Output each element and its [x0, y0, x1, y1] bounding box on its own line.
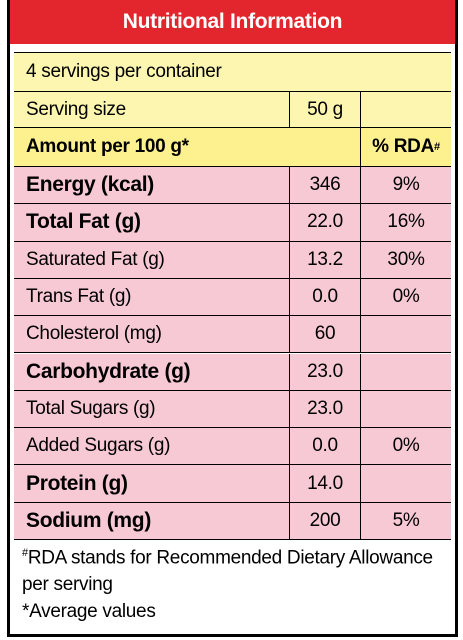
header-text: % RDA — [372, 136, 434, 157]
cell: 4 servings per container — [26, 61, 222, 82]
cell: 0.0 — [290, 428, 361, 465]
cell: Trans Fat (g) — [14, 278, 290, 316]
nutrition-label: Nutritional Information 4 servings per c… — [7, 0, 458, 637]
row: Added Sugars (g) 0.0 0% — [14, 428, 451, 466]
title: Nutritional Information — [10, 0, 455, 44]
cell: 23.0 — [290, 353, 361, 390]
cell: Total Sugars (g) — [14, 390, 290, 428]
cell: 14.0 — [290, 465, 361, 502]
cell: Added Sugars (g) — [14, 428, 290, 465]
row: Total Sugars (g) 23.0 — [14, 390, 451, 429]
cell: Sodium (mg) — [14, 502, 290, 539]
cell — [361, 391, 451, 427]
row: Amount per 100 g*% RDA # — [14, 128, 451, 167]
footnote: *Average values — [22, 598, 447, 625]
cell: Protein (g) — [14, 465, 290, 502]
cell: 0.0 — [290, 278, 361, 316]
row: Protein (g) 14.0 — [14, 465, 451, 503]
row: Serving size 50 g — [14, 92, 451, 128]
cell: Total Fat (g) — [14, 204, 290, 241]
header-mark: # — [434, 141, 440, 153]
cell — [361, 354, 451, 390]
cell: 200 — [290, 502, 361, 539]
footnote-text: *Average values — [22, 601, 156, 623]
cell: Saturated Fat (g) — [14, 241, 290, 278]
row: Saturated Fat (g) 13.2 30% — [14, 241, 451, 279]
cell: 346 — [290, 167, 361, 204]
row: Cholesterol (mg) 60 — [14, 316, 451, 354]
cell: 60 — [290, 316, 361, 353]
cell: 13.2 — [290, 241, 361, 278]
footnote-mark: # — [22, 547, 28, 559]
cell — [361, 92, 451, 127]
footnote-text: RDA stands for Recommended Dietary Allow… — [22, 547, 433, 596]
cell: 23.0 — [290, 390, 361, 428]
cell: 30% — [387, 248, 425, 270]
cell: % RDA # — [361, 128, 451, 166]
cell: Serving size — [14, 92, 290, 127]
footnotes: #RDA stands for Recommended Dietary Allo… — [22, 540, 447, 625]
cell: Amount per 100 g* — [14, 128, 361, 166]
row: Trans Fat (g) 0.0 0% — [14, 278, 451, 317]
cell: 16% — [387, 211, 425, 233]
cell: 50 g — [290, 92, 361, 127]
cell — [361, 465, 451, 501]
row: Total Fat (g) 22.0 16% — [14, 204, 451, 242]
cell: Carbohydrate (g) — [14, 353, 290, 390]
cell: Energy (kcal) — [14, 167, 290, 204]
cell — [361, 316, 451, 352]
row: Energy (kcal) 346 9% — [14, 167, 451, 205]
cell: 0% — [392, 435, 420, 457]
row: Sodium (mg) 200 5% — [14, 502, 451, 540]
cell: Cholesterol (mg) — [14, 316, 290, 353]
cell: 0% — [392, 286, 420, 308]
cell: 5% — [392, 509, 420, 531]
footnote: #RDA stands for Recommended Dietary Allo… — [22, 540, 447, 598]
row: Carbohydrate (g) 23.0 — [14, 353, 451, 391]
cell: 22.0 — [290, 204, 361, 241]
row: 4 servings per container — [14, 52, 451, 92]
cell: 9% — [392, 174, 420, 196]
